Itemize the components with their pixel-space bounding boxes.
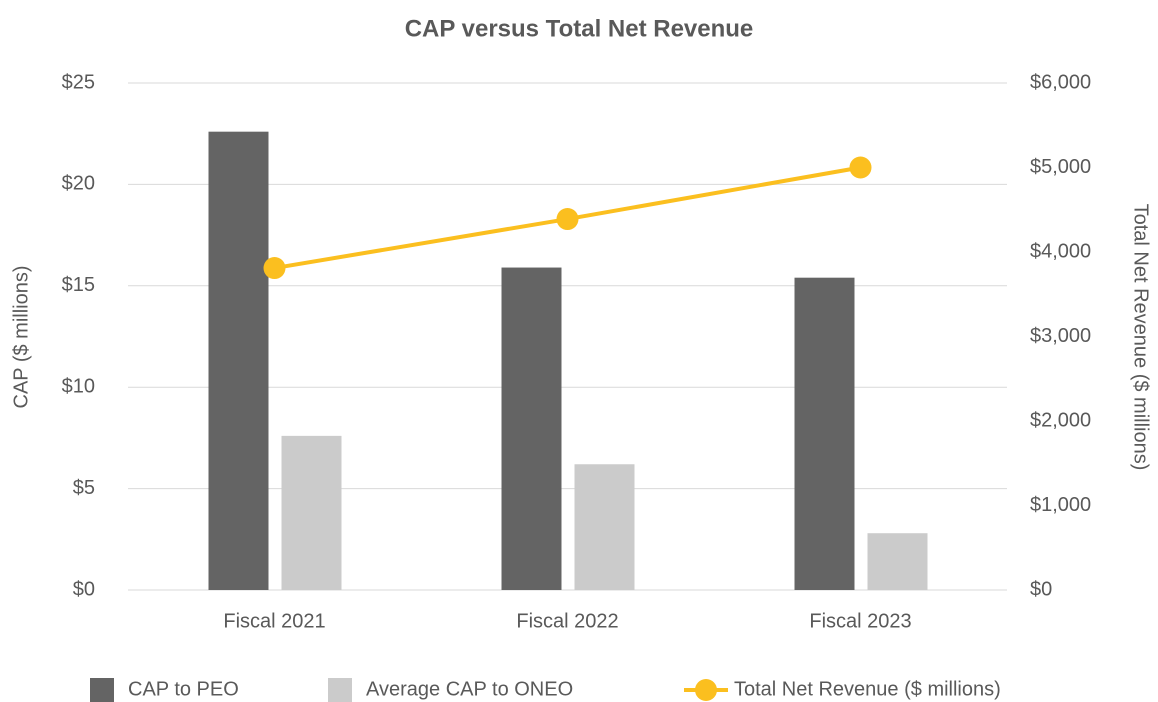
- bar: [281, 435, 342, 590]
- y-axis-label: CAP ($ millions): [10, 266, 32, 409]
- line-marker: [556, 208, 579, 231]
- y-tick-label: $15: [62, 274, 95, 296]
- legend-swatch: [695, 679, 717, 701]
- y2-tick-label: $6,000: [1030, 71, 1091, 93]
- y-tick-label: $20: [62, 173, 95, 195]
- bar: [794, 277, 855, 590]
- y-tick-label: $5: [73, 477, 95, 499]
- chart-title: CAP versus Total Net Revenue: [405, 15, 754, 42]
- legend-label: Average CAP to ONEO: [366, 678, 573, 700]
- x-tick-label: Fiscal 2021: [223, 610, 325, 632]
- bar: [501, 267, 562, 590]
- y-tick-label: $25: [62, 71, 95, 93]
- x-tick-label: Fiscal 2022: [516, 610, 618, 632]
- line-marker: [849, 156, 872, 179]
- y2-axis-label: Total Net Revenue ($ millions): [1130, 204, 1152, 471]
- legend-swatch: [328, 678, 352, 702]
- bar: [574, 464, 635, 590]
- bar: [208, 131, 269, 590]
- legend-swatch: [90, 678, 114, 702]
- y2-tick-label: $4,000: [1030, 240, 1091, 262]
- y2-tick-label: $0: [1030, 578, 1052, 600]
- y-tick-label: $0: [73, 578, 95, 600]
- x-tick-label: Fiscal 2023: [809, 610, 911, 632]
- bar: [867, 533, 928, 590]
- line-marker: [263, 257, 286, 280]
- legend-label: Total Net Revenue ($ millions): [734, 678, 1001, 700]
- y2-tick-label: $1,000: [1030, 494, 1091, 516]
- legend-label: CAP to PEO: [128, 678, 239, 700]
- y-tick-label: $10: [62, 375, 95, 397]
- y2-tick-label: $3,000: [1030, 325, 1091, 347]
- y2-tick-label: $5,000: [1030, 156, 1091, 178]
- y2-tick-label: $2,000: [1030, 409, 1091, 431]
